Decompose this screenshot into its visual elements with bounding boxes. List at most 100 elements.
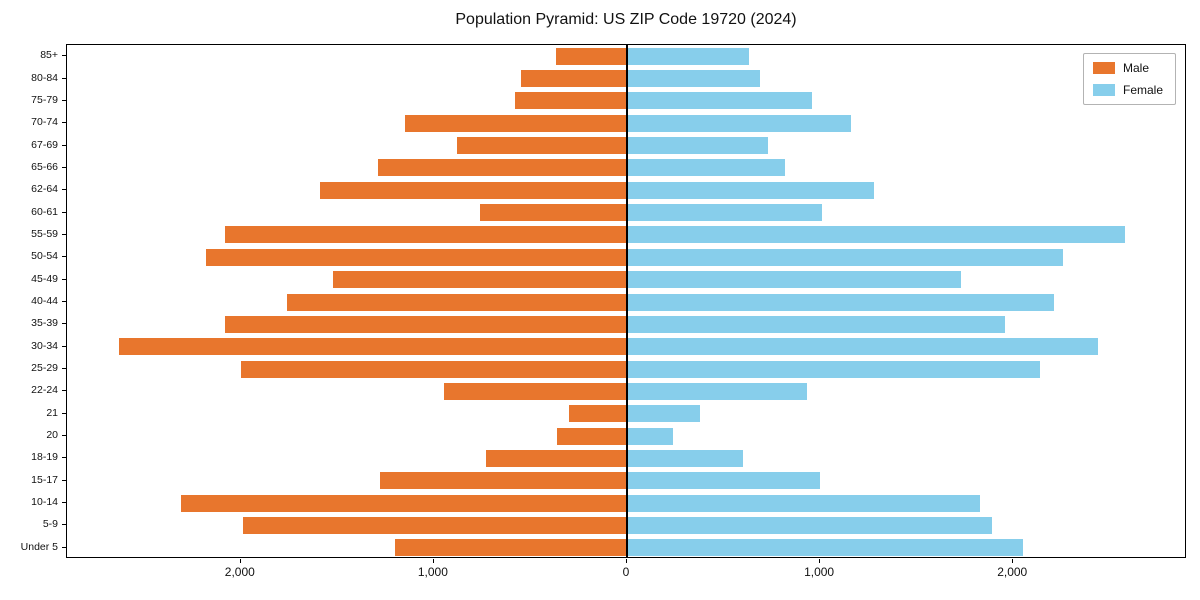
y-axis-label: 15-17 xyxy=(31,473,58,486)
y-tick-mark xyxy=(62,211,66,213)
bar-female-45-49 xyxy=(627,271,962,289)
y-tick-mark xyxy=(62,502,66,504)
bar-female-80-84 xyxy=(627,70,761,88)
y-tick-mark xyxy=(62,256,66,258)
bar-male-18-19 xyxy=(486,449,627,467)
y-axis-label: 80-84 xyxy=(31,71,58,84)
bar-male-Under 5 xyxy=(395,539,627,557)
y-axis-label: 21 xyxy=(46,406,58,419)
y-axis-label: 20 xyxy=(46,429,58,442)
y-tick-mark xyxy=(62,122,66,124)
bar-male-80-84 xyxy=(520,70,627,88)
bar-male-40-44 xyxy=(287,293,627,311)
bar-male-15-17 xyxy=(379,472,627,490)
y-axis-label: 60-61 xyxy=(31,205,58,218)
x-axis-label: 1,000 xyxy=(417,565,448,579)
x-tick-mark xyxy=(1012,559,1014,563)
bar-male-45-49 xyxy=(333,271,627,289)
bar-female-10-14 xyxy=(627,494,981,512)
zero-axis-line xyxy=(626,45,628,557)
legend: Male Female xyxy=(1082,53,1176,105)
y-axis-label: 85+ xyxy=(40,49,58,62)
y-tick-mark xyxy=(62,435,66,437)
bar-female-50-54 xyxy=(627,248,1064,266)
bar-female-18-19 xyxy=(627,449,743,467)
y-axis-label: 35-39 xyxy=(31,317,58,330)
bar-female-65-66 xyxy=(627,159,786,177)
y-tick-mark xyxy=(62,189,66,191)
bar-male-22-24 xyxy=(443,382,627,400)
x-axis-labels: 2,000 1,000 0 1,000 2,000 xyxy=(66,565,1186,585)
bar-female-40-44 xyxy=(627,293,1054,311)
bar-male-85+ xyxy=(555,47,627,65)
y-tick-mark xyxy=(62,166,66,168)
y-tick-mark xyxy=(62,524,66,526)
bar-female-Under 5 xyxy=(627,539,1023,557)
bar-male-55-59 xyxy=(225,226,627,244)
y-tick-mark xyxy=(62,233,66,235)
y-axis-label: 62-64 xyxy=(31,183,58,196)
y-tick-mark xyxy=(62,55,66,57)
bar-female-5-9 xyxy=(627,516,992,534)
x-axis-label: 0 xyxy=(622,565,630,579)
y-axis-label: 10-14 xyxy=(31,496,58,509)
bar-male-21 xyxy=(569,405,627,423)
bar-female-62-64 xyxy=(627,181,875,199)
bar-female-25-29 xyxy=(627,360,1041,378)
x-tick-mark xyxy=(626,559,627,563)
y-tick-mark xyxy=(62,412,66,414)
y-tick-mark xyxy=(62,546,66,548)
bar-male-25-29 xyxy=(240,360,627,378)
bar-male-50-54 xyxy=(206,248,627,266)
y-axis-label: 55-59 xyxy=(31,227,58,240)
y-axis-label: 70-74 xyxy=(31,116,58,129)
y-tick-mark xyxy=(62,144,66,146)
bar-male-30-34 xyxy=(119,338,627,356)
y-axis-label: 40-44 xyxy=(31,295,58,307)
bar-male-65-66 xyxy=(377,159,627,177)
y-axis-label: 5-9 xyxy=(42,518,58,531)
bar-male-5-9 xyxy=(242,516,627,534)
chart-title: Population Pyramid: US ZIP Code 19720 (2… xyxy=(455,11,797,28)
x-axis-label: 2,000 xyxy=(224,565,255,579)
bar-female-20 xyxy=(627,427,674,445)
bar-female-15-17 xyxy=(627,472,821,490)
bar-female-22-24 xyxy=(627,382,807,400)
y-axis-label: 75-79 xyxy=(31,93,58,106)
y-axis-label: 25-29 xyxy=(31,362,58,375)
y-axis-label: 30-34 xyxy=(31,339,58,352)
bar-female-60-61 xyxy=(627,204,823,222)
y-tick-mark xyxy=(62,301,66,302)
bar-male-60-61 xyxy=(480,204,627,222)
y-tick-mark xyxy=(62,479,66,481)
legend-label-male: Male xyxy=(1122,61,1149,75)
bar-male-10-14 xyxy=(180,494,627,512)
plot-area: Male Female xyxy=(66,44,1186,558)
y-tick-mark xyxy=(62,323,66,325)
bar-male-75-79 xyxy=(515,92,627,110)
y-tick-mark xyxy=(62,345,66,347)
bar-female-67-69 xyxy=(627,137,768,155)
y-tick-mark xyxy=(62,457,66,459)
legend-item-female: Female xyxy=(1092,83,1163,97)
y-tick-mark xyxy=(62,77,66,79)
x-tick-mark xyxy=(432,559,434,563)
y-tick-mark xyxy=(62,99,66,101)
bar-female-30-34 xyxy=(627,338,1099,356)
bar-female-75-79 xyxy=(627,92,813,110)
legend-item-male: Male xyxy=(1092,61,1163,75)
bar-male-62-64 xyxy=(319,181,627,199)
bar-female-35-39 xyxy=(627,315,1006,333)
y-tick-mark xyxy=(62,278,66,280)
y-axis-label: Under 5 xyxy=(20,540,58,553)
x-tick-mark xyxy=(819,559,821,563)
bar-female-21 xyxy=(627,405,701,423)
y-tick-mark xyxy=(62,390,66,392)
bar-female-55-59 xyxy=(627,226,1126,244)
bar-female-70-74 xyxy=(627,114,851,132)
x-tick-mark xyxy=(239,559,241,563)
y-tick-mark xyxy=(62,368,66,370)
y-axis-labels: 85+ 80-84 75-79 70-74 67-69 65-66 62-64 60-61 55… xyxy=(0,44,62,558)
y-axis-label: 22-24 xyxy=(31,384,58,397)
